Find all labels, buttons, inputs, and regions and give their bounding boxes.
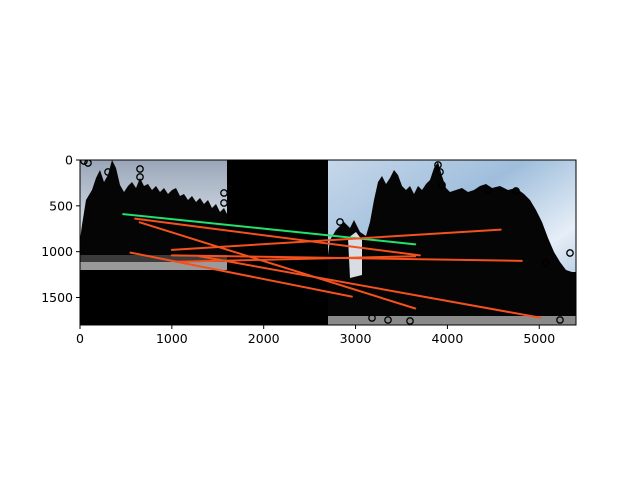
left-ground bbox=[80, 262, 227, 270]
keypoint-markers bbox=[80, 160, 574, 325]
outlier-matches-line-0 bbox=[134, 217, 421, 257]
y-tick-label: 0 bbox=[65, 153, 73, 168]
x-tick-label: 1000 bbox=[156, 331, 188, 346]
outlier-matches-line-2 bbox=[129, 251, 353, 298]
right-rock-face bbox=[348, 232, 362, 278]
y-tick-label: 1000 bbox=[41, 244, 73, 259]
outlier-matches-line-1 bbox=[138, 221, 417, 310]
plot-area bbox=[80, 160, 576, 325]
y-tick-label: 500 bbox=[49, 198, 73, 213]
x-tick-label: 4000 bbox=[432, 331, 464, 346]
y-tick-label: 1500 bbox=[41, 290, 73, 305]
x-tick-label: 3000 bbox=[340, 331, 372, 346]
right-ground bbox=[328, 316, 576, 325]
x-tick-label: 2000 bbox=[248, 331, 280, 346]
outlier-matches-line-3 bbox=[198, 255, 542, 319]
x-axis: 0 1000 2000 3000 4000 5000 bbox=[76, 325, 555, 346]
y-axis: 0 500 1000 1500 bbox=[41, 153, 80, 305]
panel-left-pad bbox=[80, 270, 227, 325]
right-cliff-silhouette bbox=[328, 162, 576, 325]
inlier-match-line-0 bbox=[122, 213, 417, 246]
x-tick-label: 5000 bbox=[523, 331, 555, 346]
outlier-matches-line-6 bbox=[175, 255, 417, 263]
outlier-matches-line-5 bbox=[170, 228, 502, 251]
x-tick-label: 0 bbox=[76, 331, 84, 346]
match-lines bbox=[122, 213, 542, 319]
axes-frame bbox=[79, 159, 577, 326]
left-cliff-silhouette bbox=[80, 160, 227, 270]
